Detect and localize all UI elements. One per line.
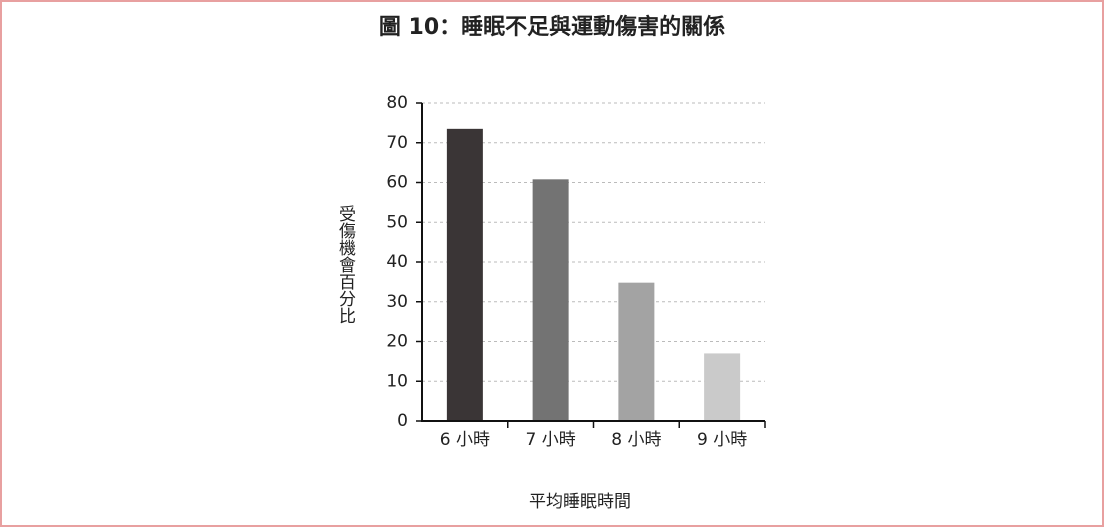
- x-axis-label: 平均睡眠時間: [529, 492, 631, 512]
- bar: [618, 282, 655, 421]
- chart-title: 圖 10：睡眠不足與運動傷害的關係: [379, 14, 725, 40]
- y-tick-label: 80: [386, 93, 408, 113]
- x-tick-label: 6 小時: [440, 430, 490, 450]
- x-tick-label: 9 小時: [697, 430, 747, 450]
- bar: [446, 128, 483, 421]
- y-tick-label: 30: [386, 292, 408, 312]
- y-axis-label: 受傷機會百分比: [335, 205, 356, 324]
- y-tick-label: 40: [386, 252, 408, 272]
- y-tick-label: 60: [386, 173, 408, 193]
- y-tick-label: 50: [386, 212, 408, 232]
- y-tick-label: 0: [397, 411, 408, 431]
- bar: [532, 179, 569, 421]
- bar: [704, 353, 741, 421]
- y-tick-label: 70: [386, 133, 408, 153]
- y-tick-label: 10: [386, 371, 408, 391]
- x-tick-label: 7 小時: [526, 430, 576, 450]
- x-tick-label: 8 小時: [611, 430, 661, 450]
- y-tick-label: 20: [386, 332, 408, 352]
